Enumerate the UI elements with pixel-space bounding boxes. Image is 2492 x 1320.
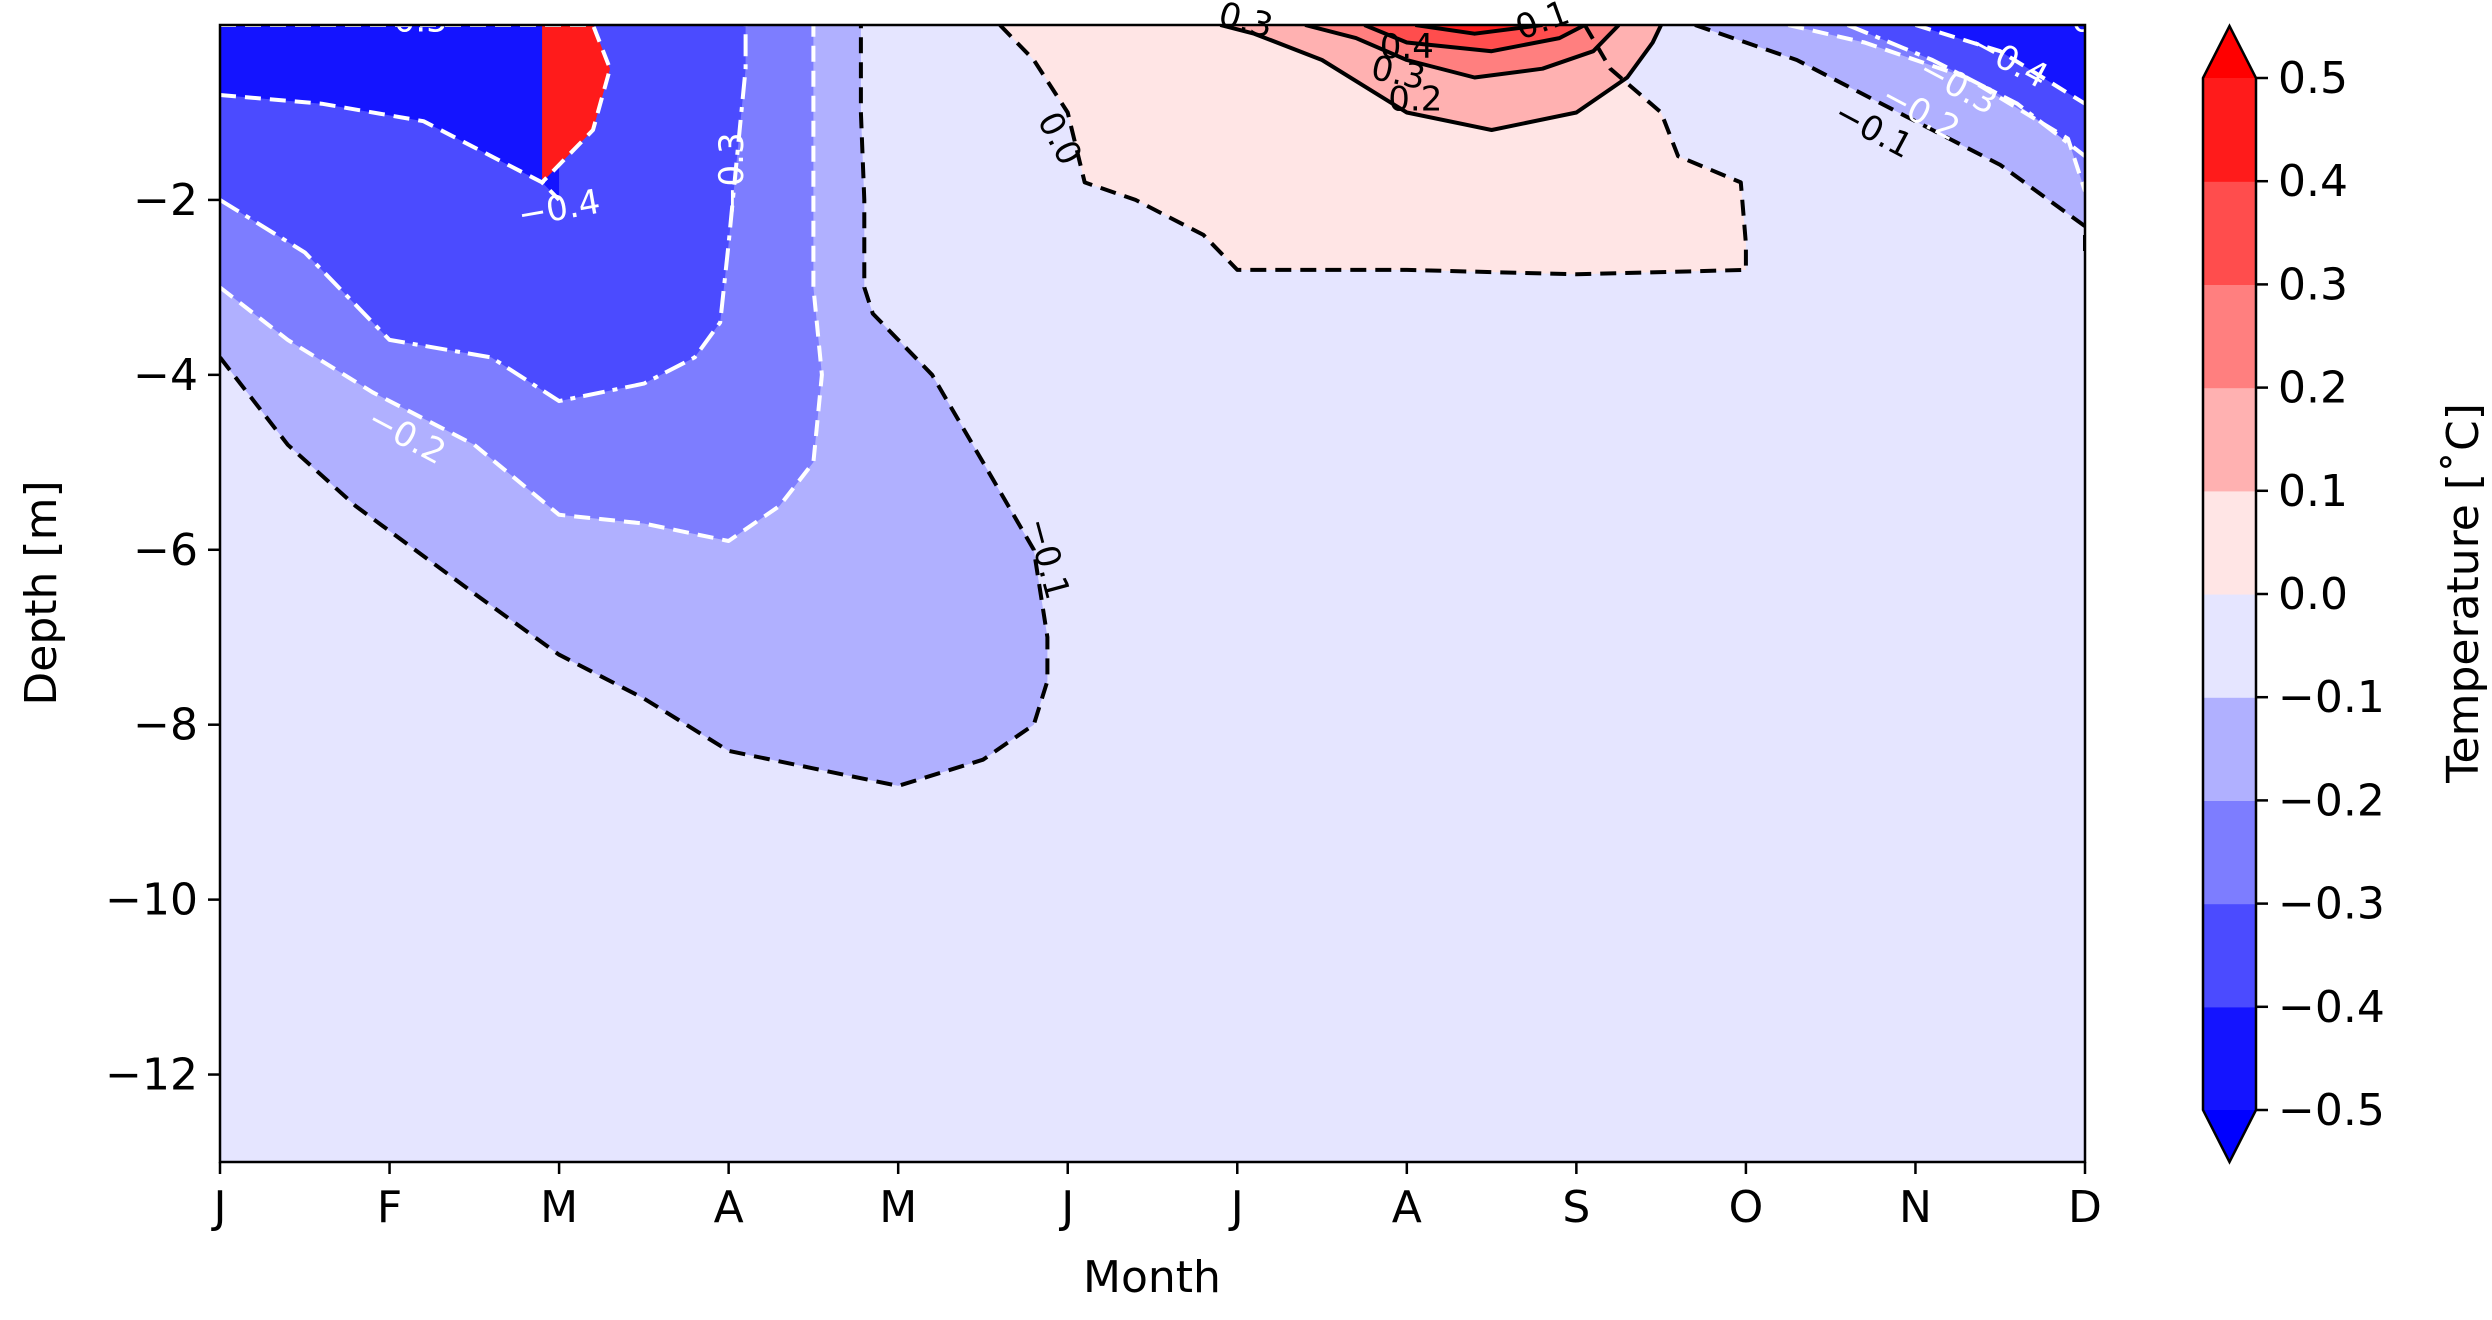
y-tick-label: −12 bbox=[105, 1050, 198, 1101]
x-tick-label: A bbox=[1392, 1182, 1422, 1233]
y-tick-label: −10 bbox=[105, 875, 198, 926]
x-tick-label: D bbox=[2068, 1182, 2102, 1233]
colorbar-band bbox=[2203, 490, 2256, 595]
contour-fill-region bbox=[220, 25, 560, 200]
colorbar-band bbox=[2203, 181, 2256, 285]
contour-line bbox=[220, 25, 1050, 788]
filled-contour-layer bbox=[220, 25, 2085, 786]
colorbar-band bbox=[2203, 594, 2256, 698]
colorbar-band bbox=[2203, 1006, 2256, 1111]
colorbar-tick-label: 0.3 bbox=[2278, 259, 2348, 310]
contour-label: −0.3 bbox=[712, 132, 752, 215]
contour-line bbox=[1914, 25, 2085, 106]
y-tick-label: −8 bbox=[133, 700, 198, 751]
colorbar-tick-label: 0.0 bbox=[2278, 569, 2348, 620]
y-tick-label: −4 bbox=[133, 350, 198, 401]
x-tick-label: M bbox=[540, 1182, 578, 1233]
colorbar-band bbox=[2203, 800, 2256, 905]
colorbar-band bbox=[2203, 284, 2256, 389]
x-tick-label: J bbox=[1058, 1182, 1074, 1233]
colorbar-tick-label: −0.2 bbox=[2278, 775, 2385, 826]
contour-line-layer bbox=[220, 25, 2085, 788]
x-tick-label: A bbox=[714, 1182, 744, 1233]
colorbar-band bbox=[2203, 78, 2256, 182]
colorbar-tick-label: 0.5 bbox=[2278, 53, 2348, 104]
contour-label: −0.5 bbox=[365, 1, 448, 41]
contour-line bbox=[1694, 25, 2085, 253]
x-tick-label: F bbox=[377, 1182, 402, 1233]
contour-line bbox=[1415, 25, 1543, 36]
y-tick-label: −2 bbox=[133, 175, 198, 226]
contour-line bbox=[220, 25, 748, 404]
colorbar-band bbox=[2203, 697, 2256, 801]
colorbar-tick-label: −0.3 bbox=[2278, 879, 2385, 930]
contour-line bbox=[1304, 25, 1621, 80]
x-tick-label: S bbox=[1562, 1182, 1590, 1233]
contour-fill-region bbox=[1364, 25, 1585, 52]
contour-line bbox=[1846, 25, 2085, 158]
plot-frame bbox=[218, 23, 2087, 1164]
contour-fill-region bbox=[1915, 25, 2085, 104]
x-tick-label: O bbox=[1729, 1182, 1764, 1233]
y-axis-label: Depth [m] bbox=[16, 480, 67, 705]
y-tick-label: −6 bbox=[133, 525, 198, 576]
colorbar-band bbox=[2203, 387, 2256, 492]
contour-line bbox=[220, 93, 561, 202]
contour-line bbox=[220, 25, 824, 543]
contour-label: 0.4 bbox=[1380, 27, 1434, 67]
x-tick-label: M bbox=[879, 1182, 917, 1233]
colorbar-tick-label: 0.2 bbox=[2278, 363, 2348, 414]
colorbar-tick-label: −0.1 bbox=[2278, 672, 2385, 723]
contour-line bbox=[1219, 25, 1663, 132]
colorbar: −0.5 −0.4 −0.3 −0.2 −0.1 0.0 0.1 0.2 0.3 0.4 0.5 bbox=[2201, 23, 2385, 1165]
contour-line bbox=[1363, 25, 1586, 54]
x-axis-label: Month bbox=[1083, 1252, 1221, 1303]
colorbar-tick-label: 0.4 bbox=[2278, 156, 2348, 207]
colorbar-tick-label: −0.4 bbox=[2278, 982, 2385, 1033]
contour-fill-region bbox=[220, 25, 610, 183]
colorbar-extend-bottom bbox=[2203, 1110, 2256, 1162]
contour-label: 0.2 bbox=[1388, 79, 1442, 119]
colorbar-tick-label: 0.1 bbox=[2278, 466, 2348, 517]
x-tick-label: J bbox=[211, 1182, 227, 1233]
x-tick-label: N bbox=[1899, 1182, 1932, 1233]
colorbar-label: Temperature [˚C] bbox=[2438, 403, 2489, 784]
colorbar-extend-top bbox=[2203, 26, 2256, 78]
x-tick-label: J bbox=[1228, 1182, 1244, 1233]
y-axis: −2 −4 −6 −8 −10 −12 bbox=[105, 175, 220, 1101]
contour-fill-region bbox=[220, 25, 746, 402]
colorbar-band bbox=[2203, 903, 2256, 1008]
colorbar-tick-label: −0.5 bbox=[2278, 1085, 2385, 1136]
